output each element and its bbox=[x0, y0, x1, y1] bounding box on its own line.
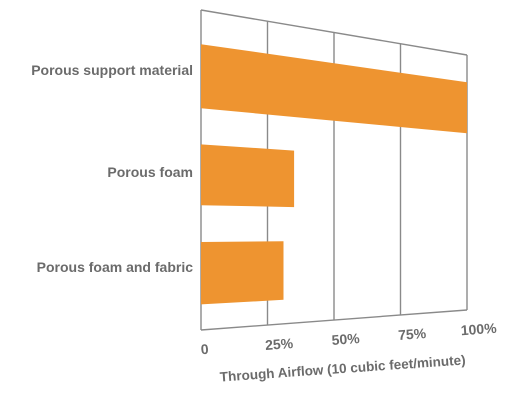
category-label-1: Porous foam bbox=[107, 164, 193, 180]
x-tick-label-1: 25% bbox=[265, 335, 295, 353]
category-label-0: Porous support material bbox=[31, 62, 193, 78]
x-axis-title: Through Airflow (10 cubic feet/minute) bbox=[219, 352, 466, 384]
plot-frame-top bbox=[200, 9, 468, 56]
x-tick-labels: 0 25% 50% 75% 100% bbox=[200, 320, 497, 358]
x-tick-label-4: 100% bbox=[460, 320, 497, 338]
category-label-2: Porous foam and fabric bbox=[37, 259, 194, 275]
plot-frame-bottom bbox=[200, 309, 468, 331]
x-tick-label-0: 0 bbox=[200, 341, 209, 358]
bars bbox=[201, 44, 467, 305]
bar-1 bbox=[201, 144, 295, 208]
category-labels: Porous support material Porous foam Porous… bbox=[31, 62, 193, 275]
x-tick-label-2: 50% bbox=[331, 330, 361, 348]
x-tick-label-3: 75% bbox=[398, 325, 428, 343]
bar-2 bbox=[201, 241, 284, 305]
bar-0 bbox=[201, 44, 467, 134]
